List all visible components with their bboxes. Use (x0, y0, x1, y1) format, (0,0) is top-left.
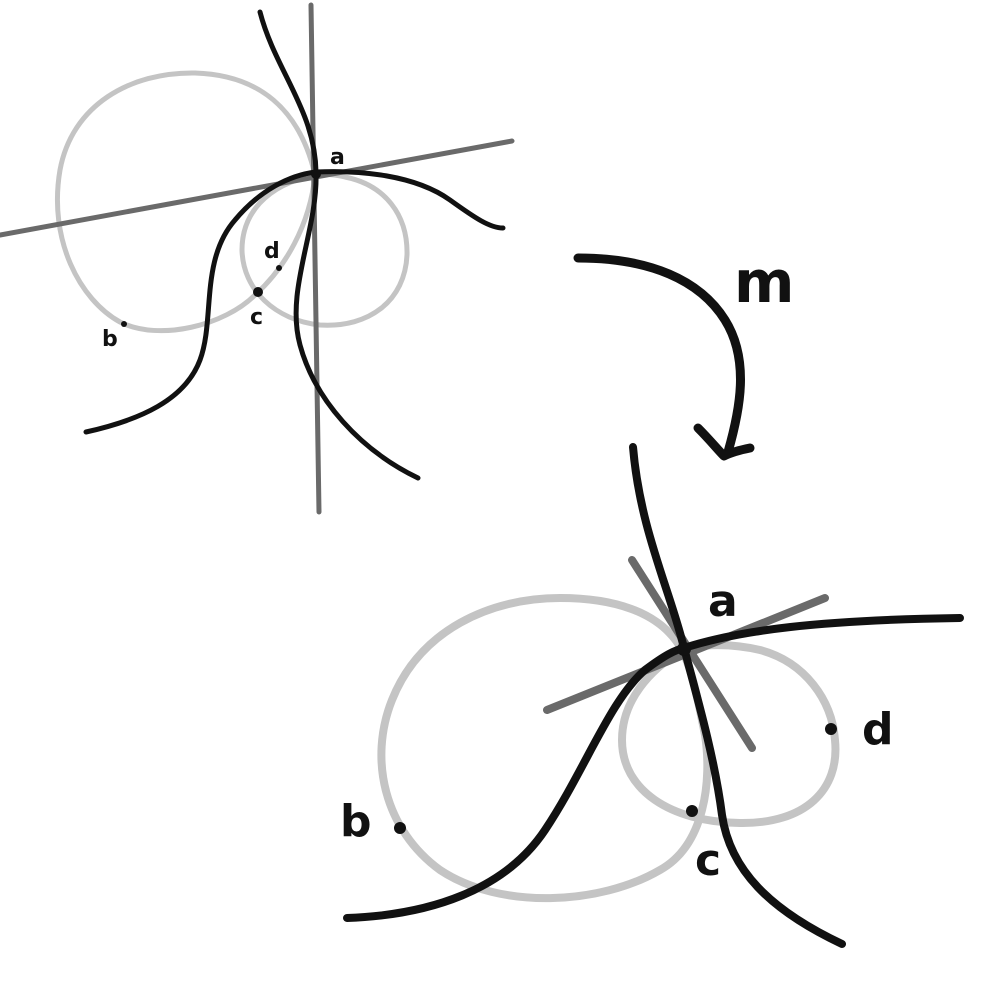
bottom-label-c: c (695, 835, 721, 886)
bottom-point-a (677, 642, 691, 656)
map-arrow-curve (573, 253, 745, 457)
bottom-big-circle (377, 593, 712, 903)
top-point-d (276, 265, 282, 271)
map-arrow: m (573, 248, 794, 461)
bottom-point-b (394, 822, 406, 834)
bottom-point-c (686, 805, 698, 817)
top-horizontal-axis (0, 138, 515, 238)
map-label: m (734, 248, 794, 316)
top-point-b (121, 321, 127, 327)
top-vertical-axis (308, 2, 322, 515)
map-arrow-head (693, 423, 755, 461)
bottom-curve-2 (343, 614, 964, 922)
top-point-c (253, 287, 263, 297)
top-label-b: b (102, 327, 118, 352)
top-label-c: c (250, 305, 263, 330)
top-point-a (311, 169, 321, 179)
bottom-small-circle (617, 641, 840, 828)
bottom-label-a: a (708, 576, 738, 627)
bottom-label-b: b (340, 796, 372, 847)
bottom-figure: a b c d (340, 443, 964, 948)
top-curve-lower (83, 169, 506, 435)
top-small-circle (239, 171, 410, 328)
top-curve-upper (257, 9, 421, 481)
top-label-a: a (330, 145, 345, 170)
bottom-label-d: d (862, 704, 894, 755)
bottom-point-d (825, 723, 837, 735)
bottom-curve-1 (629, 443, 846, 948)
top-label-d: d (264, 239, 280, 264)
top-figure: a b c d (0, 2, 515, 515)
